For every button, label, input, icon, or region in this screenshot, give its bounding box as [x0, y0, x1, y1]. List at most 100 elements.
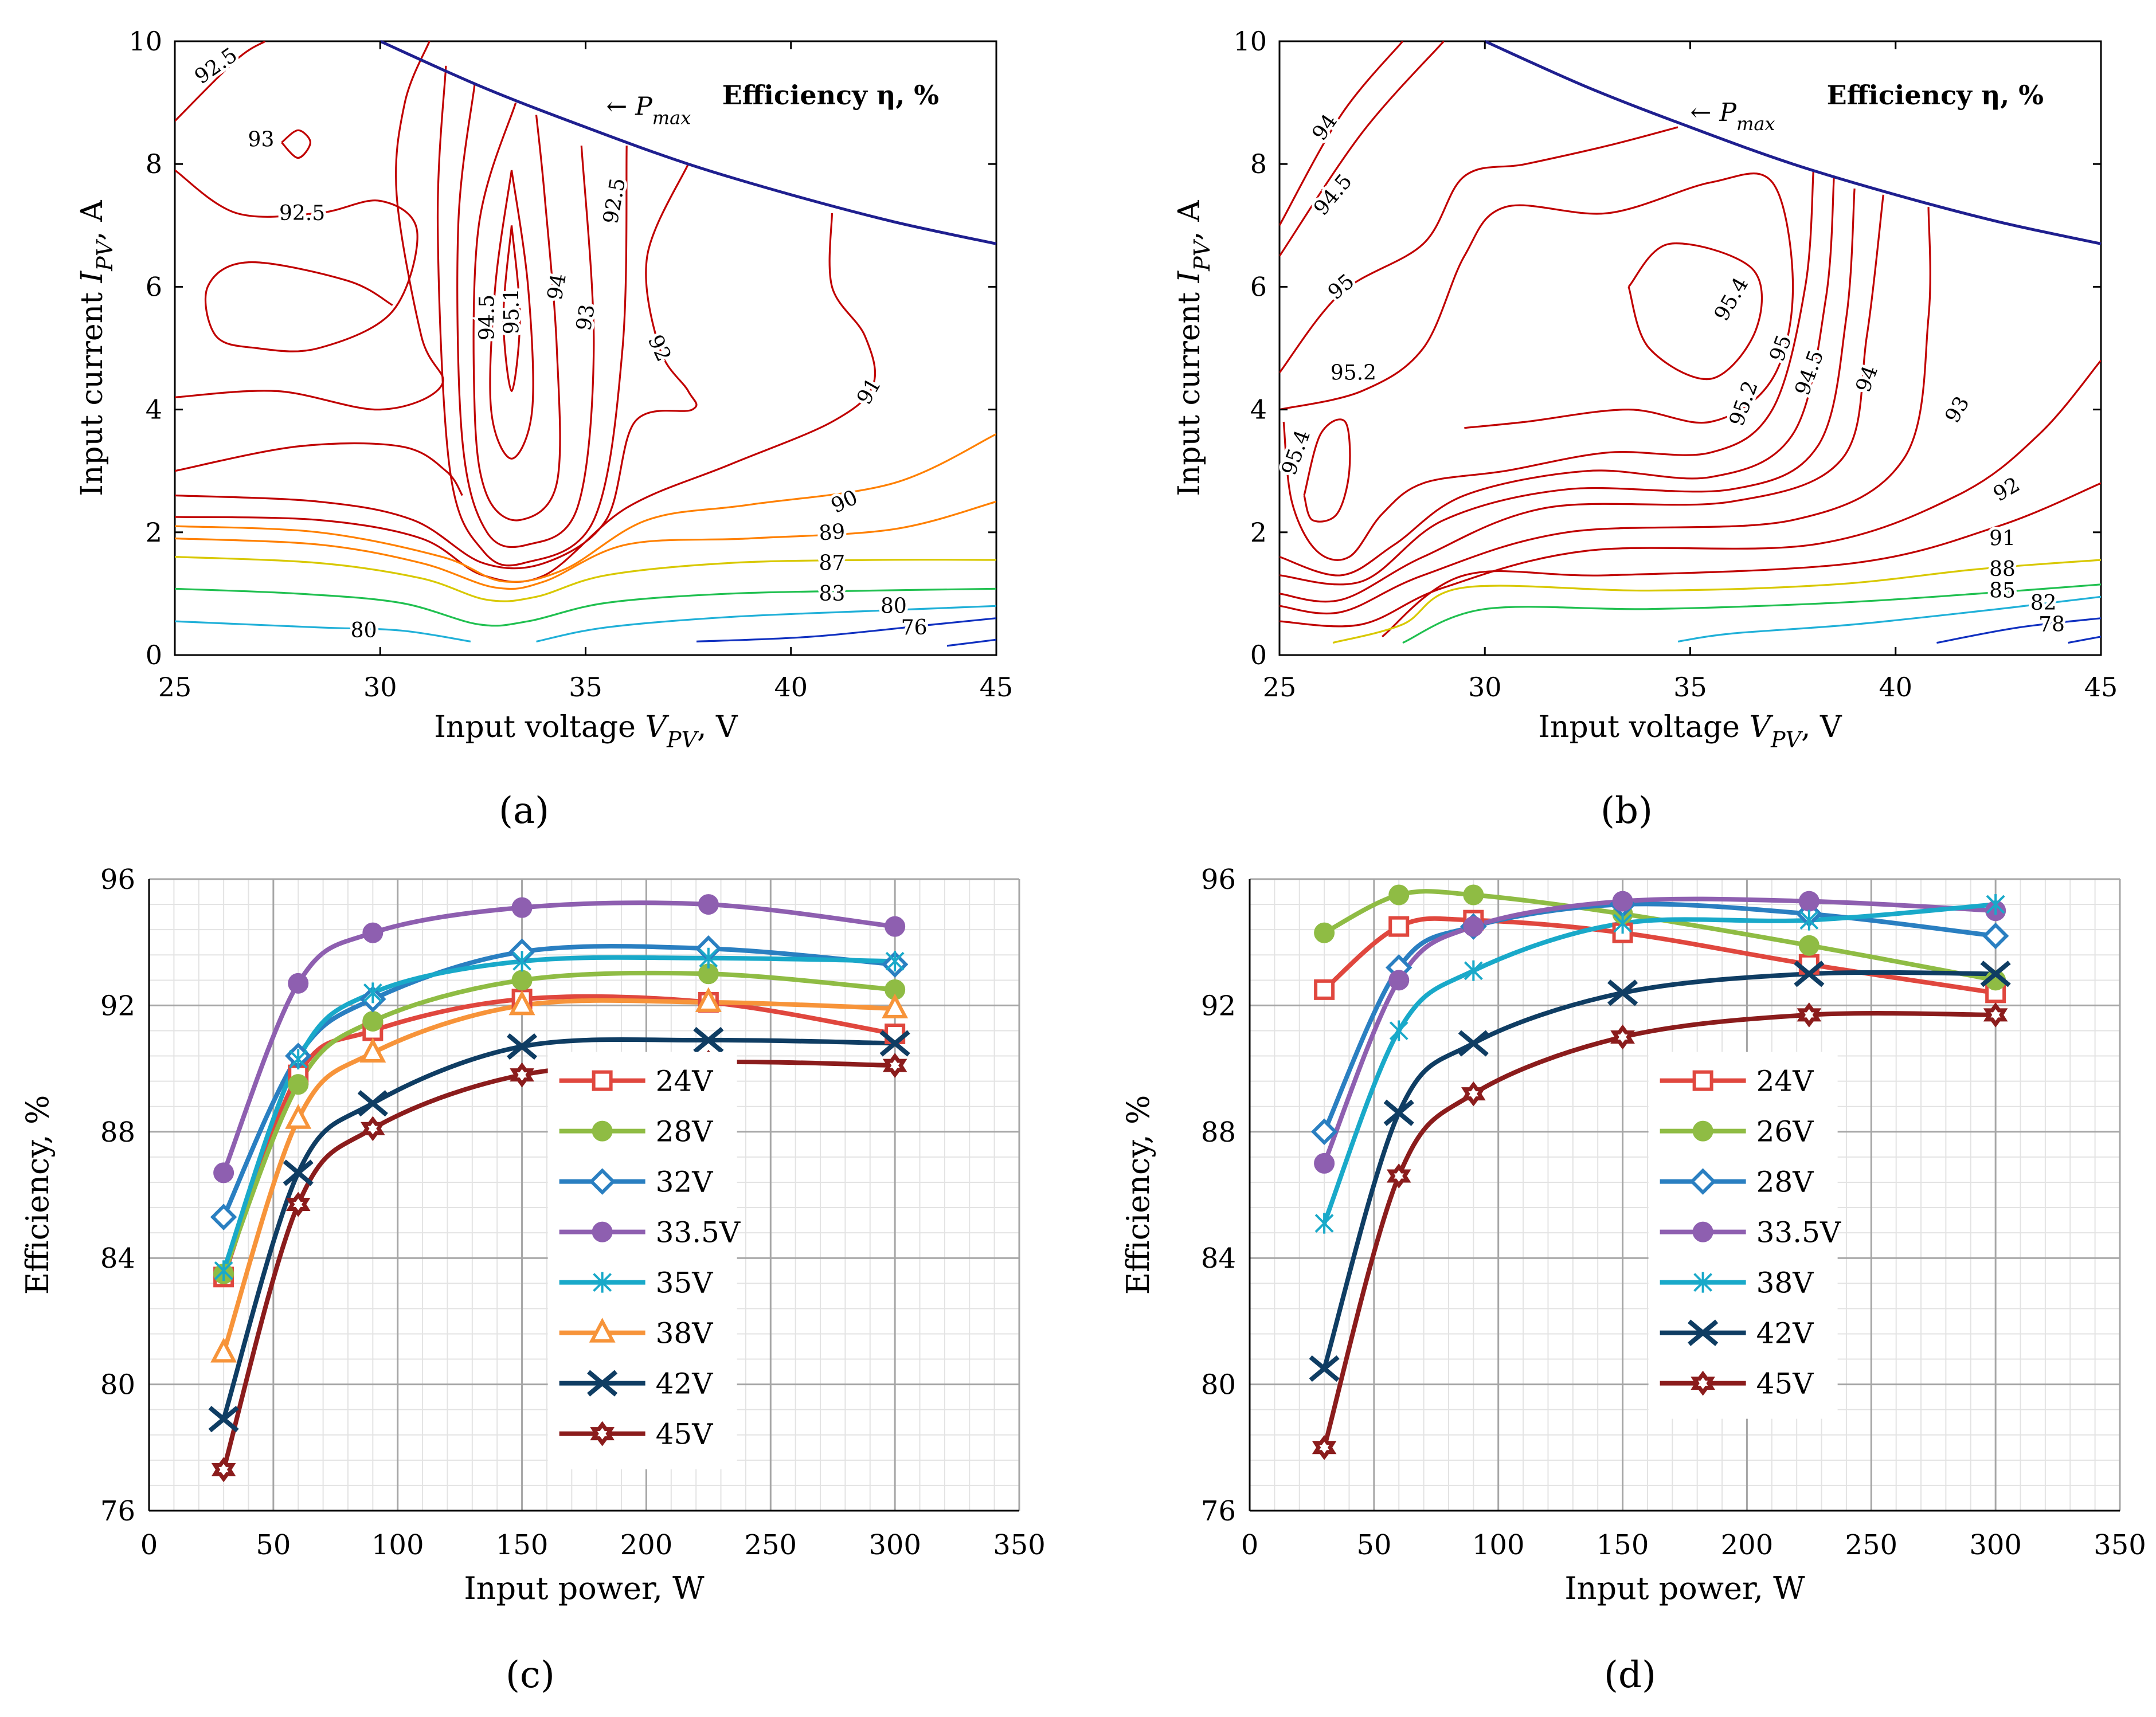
data-point-33.5V: [511, 897, 533, 918]
contour-line-85-14: [1402, 583, 2101, 644]
series-line-33.5V: [1322, 896, 1996, 1165]
contour-label-93: 93: [1940, 393, 1974, 427]
data-point-28V: [698, 963, 719, 985]
x-axis-label: Input power, W: [1564, 1570, 1805, 1606]
data-point-35V: [214, 1260, 233, 1281]
series-line-45V: [221, 1059, 895, 1471]
legend-label-26V: 26V: [1756, 1115, 1814, 1148]
y-tick-label: 6: [146, 271, 162, 302]
y-tick-label: 2: [146, 517, 162, 548]
contour-label-89: 89: [818, 520, 846, 546]
x-tick-label: 25: [1263, 672, 1297, 703]
legend: 24V 26V 28V 33.5V 38V 42V 45V: [1648, 1052, 1841, 1419]
y-tick-label: 76: [1201, 1495, 1236, 1527]
legend-marker-35V: [593, 1272, 612, 1293]
contour-line-94.5-1: [1279, 41, 1445, 257]
chart-title: Efficiency η, %: [1827, 80, 2044, 111]
data-point-35V: [699, 947, 718, 969]
contour-label-95: 95: [1324, 269, 1359, 304]
plot-area: [149, 879, 1019, 1511]
y-tick-label: 8: [1250, 148, 1267, 179]
y-tick-label: 2: [1250, 517, 1267, 548]
series-line-28V: [221, 970, 895, 1275]
contour-lines: [1279, 41, 2101, 644]
contour-label-93: 93: [248, 128, 275, 151]
contour-label-92.5: 92.5: [279, 202, 325, 225]
data-point-42V: [693, 1026, 724, 1054]
legend-marker-45V: [1691, 1370, 1715, 1396]
contour-line-unlabeled-5: [1303, 418, 1351, 523]
x-tick-label: 200: [620, 1529, 673, 1561]
series-line-42V: [1322, 970, 1996, 1370]
panel-label-b: (b): [1601, 790, 1653, 832]
data-point-24V: [1612, 922, 1633, 943]
data-point-35V: [363, 982, 382, 1003]
legend-marker-38V: [589, 1318, 616, 1343]
contour-line-unlabeled-17: [536, 605, 996, 642]
y-tick-label: 88: [1201, 1116, 1236, 1148]
data-point-45V: [211, 1457, 236, 1483]
data-point-24V: [1985, 982, 2006, 1003]
series-line-32V: [221, 944, 895, 1218]
contour-label-91: 91: [1989, 527, 2016, 551]
contour-line-91-12: [1382, 482, 2101, 638]
contour-label-92.5: 92.5: [599, 177, 630, 226]
data-point-38V: [1986, 894, 2005, 915]
contour-line-87-14: [175, 556, 996, 602]
contour-line-92.5-2: [175, 169, 418, 352]
legend-label-33.5V: 33.5V: [656, 1216, 741, 1249]
y-tick-label: 80: [1201, 1369, 1236, 1401]
legend-label-32V: 32V: [656, 1166, 714, 1199]
data-point-42V: [1607, 979, 1638, 1006]
data-point-28V: [1460, 913, 1487, 940]
legend-label-33.5V: 33.5V: [1756, 1216, 1841, 1249]
legend-label-24V: 24V: [656, 1065, 714, 1098]
data-point-24V: [698, 991, 719, 1013]
data-point-33.5V: [1388, 970, 1410, 991]
contour-label-94.5: 94.5: [1309, 170, 1357, 220]
data-point-33.5V: [213, 1162, 234, 1183]
data-point-28V: [213, 1263, 234, 1284]
data-point-33.5V: [885, 916, 906, 937]
x-tick-label: 50: [1356, 1529, 1391, 1561]
contour-label-92.5: 92.5: [190, 43, 241, 89]
contour-label-90: 90: [828, 485, 862, 518]
data-point-45V: [882, 1053, 907, 1078]
y-tick-label: 6: [1250, 271, 1267, 302]
contour-line-92.5-9: [436, 65, 628, 567]
x-tick-label: 30: [363, 672, 397, 703]
series-line-38V: [221, 998, 895, 1354]
data-point-35V: [288, 1049, 308, 1070]
data-point-35V: [885, 951, 905, 972]
x-tick-label: 35: [1673, 672, 1707, 703]
y-tick-label: 96: [1201, 864, 1236, 896]
x-tick-label: 45: [980, 672, 1014, 703]
x-tick-label: 40: [774, 672, 808, 703]
x-axis-label: Input voltage VPV, V: [1538, 710, 1842, 752]
contour-line-95.2-3: [1279, 173, 1794, 429]
legend-marker-42V: [587, 1370, 618, 1397]
contour-line-76-18: [696, 617, 996, 642]
data-point-38V: [359, 1037, 386, 1063]
y-tick-label: 96: [100, 864, 135, 896]
data-point-45V: [285, 1191, 311, 1217]
y-tick-label: 84: [100, 1242, 135, 1275]
x-axis-label: Input power, W: [464, 1570, 705, 1606]
x-tick-label: 350: [993, 1529, 1046, 1561]
data-point-33.5V: [362, 922, 384, 943]
contour-line-88-13: [1332, 559, 2101, 644]
contour-line-83-15: [175, 587, 996, 627]
contour-label-95.1: 95.1: [500, 288, 524, 334]
chart-title: Efficiency η, %: [722, 80, 939, 111]
contour-label-94: 94: [543, 272, 571, 301]
contour-line-unlabeled-3: [175, 41, 444, 411]
contour-label-94.5: 94.5: [476, 295, 499, 340]
data-point-42V: [208, 1406, 239, 1433]
contour-line-89-13: [175, 500, 996, 590]
data-point-38V: [210, 1338, 237, 1363]
legend-label-45V: 45V: [1756, 1367, 1814, 1401]
data-point-42V: [1383, 1099, 1414, 1126]
data-point-26V: [1314, 922, 1335, 943]
contour-label-80: 80: [351, 619, 377, 642]
